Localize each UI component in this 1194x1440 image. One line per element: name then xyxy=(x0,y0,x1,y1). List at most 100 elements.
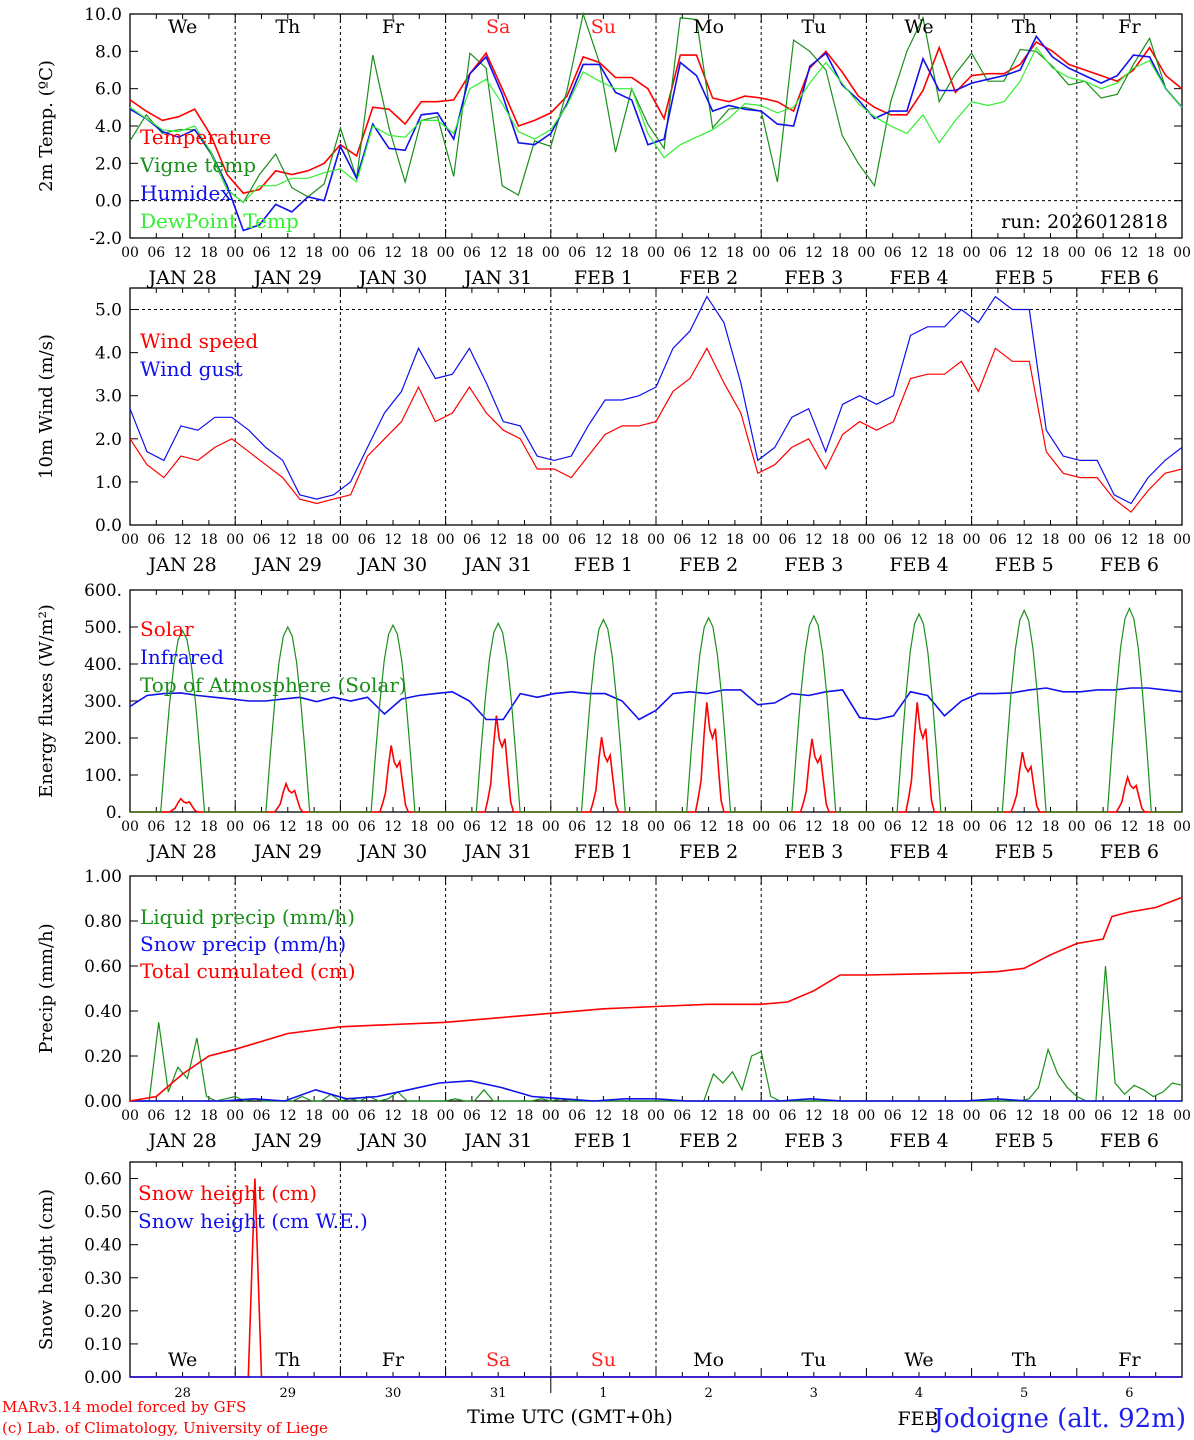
hour-tick-label: 00 xyxy=(963,819,981,835)
date-label: FEB 6 xyxy=(1100,554,1159,576)
hour-tick-label: 18 xyxy=(831,1108,849,1124)
month-label: FEB xyxy=(897,1408,938,1430)
date-label: FEB 6 xyxy=(1100,1130,1159,1152)
hour-tick-label: 12 xyxy=(805,819,823,835)
date-label: JAN 31 xyxy=(462,267,532,289)
legend-entry: Top of Atmosphere (Solar) xyxy=(140,673,407,697)
hour-tick-label: 18 xyxy=(621,532,639,548)
hour-tick-label: 12 xyxy=(1120,245,1138,261)
hour-tick-label: 00 xyxy=(963,1108,981,1124)
x-axis-label: Time UTC (GMT+0h) xyxy=(467,1406,673,1428)
hour-tick-label: 06 xyxy=(568,532,586,548)
date-label: FEB 2 xyxy=(679,267,738,289)
day-of-week-label: Mo xyxy=(693,1349,724,1371)
hour-tick-label: 18 xyxy=(1147,532,1165,548)
hour-tick-label: 06 xyxy=(884,819,902,835)
hour-tick-label: 12 xyxy=(384,1108,402,1124)
hour-tick-label: 18 xyxy=(1147,245,1165,261)
legend-entry: Solar xyxy=(140,617,194,641)
lab-credit: (c) Lab. of Climatology, University of L… xyxy=(2,1419,328,1437)
hour-tick-label: 00 xyxy=(857,1108,875,1124)
hour-tick-label: 12 xyxy=(594,819,612,835)
hour-tick-label: 00 xyxy=(1173,819,1191,835)
series-line-snow-precip-mm-h- xyxy=(130,1079,1182,1102)
date-label: FEB 4 xyxy=(889,554,948,576)
hour-tick-label: 06 xyxy=(147,532,165,548)
hour-tick-label: 18 xyxy=(305,1108,323,1124)
y-tick-label: 200. xyxy=(84,729,122,749)
y-tick-label: 0.00 xyxy=(84,1368,122,1388)
hour-tick-label: 06 xyxy=(989,819,1007,835)
day-of-week-label: Su xyxy=(591,16,616,38)
hour-tick-label: 06 xyxy=(463,819,481,835)
date-label: FEB 1 xyxy=(574,1130,633,1152)
legend-entry: Snow height (cm W.E.) xyxy=(138,1209,368,1233)
hour-tick-label: 18 xyxy=(831,819,849,835)
day-of-week-label: Tu xyxy=(801,1349,826,1371)
legend-entry: Humidex xyxy=(140,181,232,205)
hour-tick-label: 12 xyxy=(279,819,297,835)
y-tick-label: 0.50 xyxy=(84,1203,122,1223)
y-tick-label: 4.0 xyxy=(95,344,122,364)
series-line-liquid-precip-mm-h- xyxy=(130,965,1183,1102)
hour-tick-label: 18 xyxy=(1147,1108,1165,1124)
series-line-top-of-atmosphere-solar- xyxy=(130,607,1182,813)
hour-tick-label: 12 xyxy=(1120,532,1138,548)
plot-frame xyxy=(129,287,1183,526)
hour-tick-label: 00 xyxy=(963,245,981,261)
hour-tick-label: 18 xyxy=(410,1108,428,1124)
day-of-week-label: We xyxy=(168,1349,197,1371)
date-label: JAN 29 xyxy=(252,1130,322,1152)
hour-tick-label: 00 xyxy=(437,819,455,835)
y-tick-label: 0.40 xyxy=(84,1002,122,1022)
hour-tick-label: 06 xyxy=(884,1108,902,1124)
hour-tick-label: 12 xyxy=(174,819,192,835)
date-label: JAN 28 xyxy=(147,841,217,863)
y-tick-label: 6.0 xyxy=(95,80,122,100)
hour-tick-label: 00 xyxy=(1068,245,1086,261)
hour-tick-label: 18 xyxy=(726,245,744,261)
y-tick-label: 500. xyxy=(84,618,122,638)
hour-tick-label: 06 xyxy=(358,1108,376,1124)
hour-tick-label: 06 xyxy=(463,245,481,261)
hour-tick-label: 00 xyxy=(857,819,875,835)
hour-tick-label: 06 xyxy=(989,245,1007,261)
date-label: FEB 4 xyxy=(889,1130,948,1152)
series-line-infrared xyxy=(129,687,1183,721)
hour-tick-label: 00 xyxy=(331,819,349,835)
day-of-week-label: We xyxy=(168,16,197,38)
day-number-label: 31 xyxy=(490,1386,507,1401)
model-credit: MARv3.14 model forced by GFS xyxy=(2,1398,246,1416)
hour-tick-label: 00 xyxy=(857,532,875,548)
hour-tick-label: 12 xyxy=(700,245,718,261)
hour-tick-label: 06 xyxy=(568,1108,586,1124)
hour-tick-label: 18 xyxy=(200,532,218,548)
hour-tick-label: 00 xyxy=(226,532,244,548)
hour-tick-label: 18 xyxy=(516,532,534,548)
hour-tick-label: 06 xyxy=(673,1108,691,1124)
day-of-week-label: Fr xyxy=(1118,16,1141,38)
hour-tick-label: 00 xyxy=(542,1108,560,1124)
hour-tick-label: 06 xyxy=(779,245,797,261)
hour-tick-label: 12 xyxy=(700,819,718,835)
y-axis-label: Precip (mm/h) xyxy=(36,923,57,1053)
date-label: JAN 28 xyxy=(147,1130,217,1152)
hour-tick-label: 00 xyxy=(437,245,455,261)
y-tick-label: 300. xyxy=(84,692,122,712)
date-label: JAN 30 xyxy=(357,267,427,289)
y-tick-label: 1.0 xyxy=(95,473,122,493)
hour-tick-label: 12 xyxy=(594,532,612,548)
hour-tick-label: 06 xyxy=(253,245,271,261)
hour-tick-label: 00 xyxy=(437,1108,455,1124)
hour-tick-label: 06 xyxy=(463,532,481,548)
hour-tick-label: 18 xyxy=(936,819,954,835)
hour-tick-label: 12 xyxy=(1015,819,1033,835)
hour-tick-label: 06 xyxy=(463,1108,481,1124)
legend-entry: Snow precip (mm/h) xyxy=(140,932,346,956)
y-tick-label: 600. xyxy=(84,581,122,601)
hour-tick-label: 00 xyxy=(1173,1108,1191,1124)
hour-tick-label: 00 xyxy=(331,532,349,548)
day-of-week-label: Th xyxy=(1012,16,1037,38)
hour-tick-label: 06 xyxy=(253,532,271,548)
